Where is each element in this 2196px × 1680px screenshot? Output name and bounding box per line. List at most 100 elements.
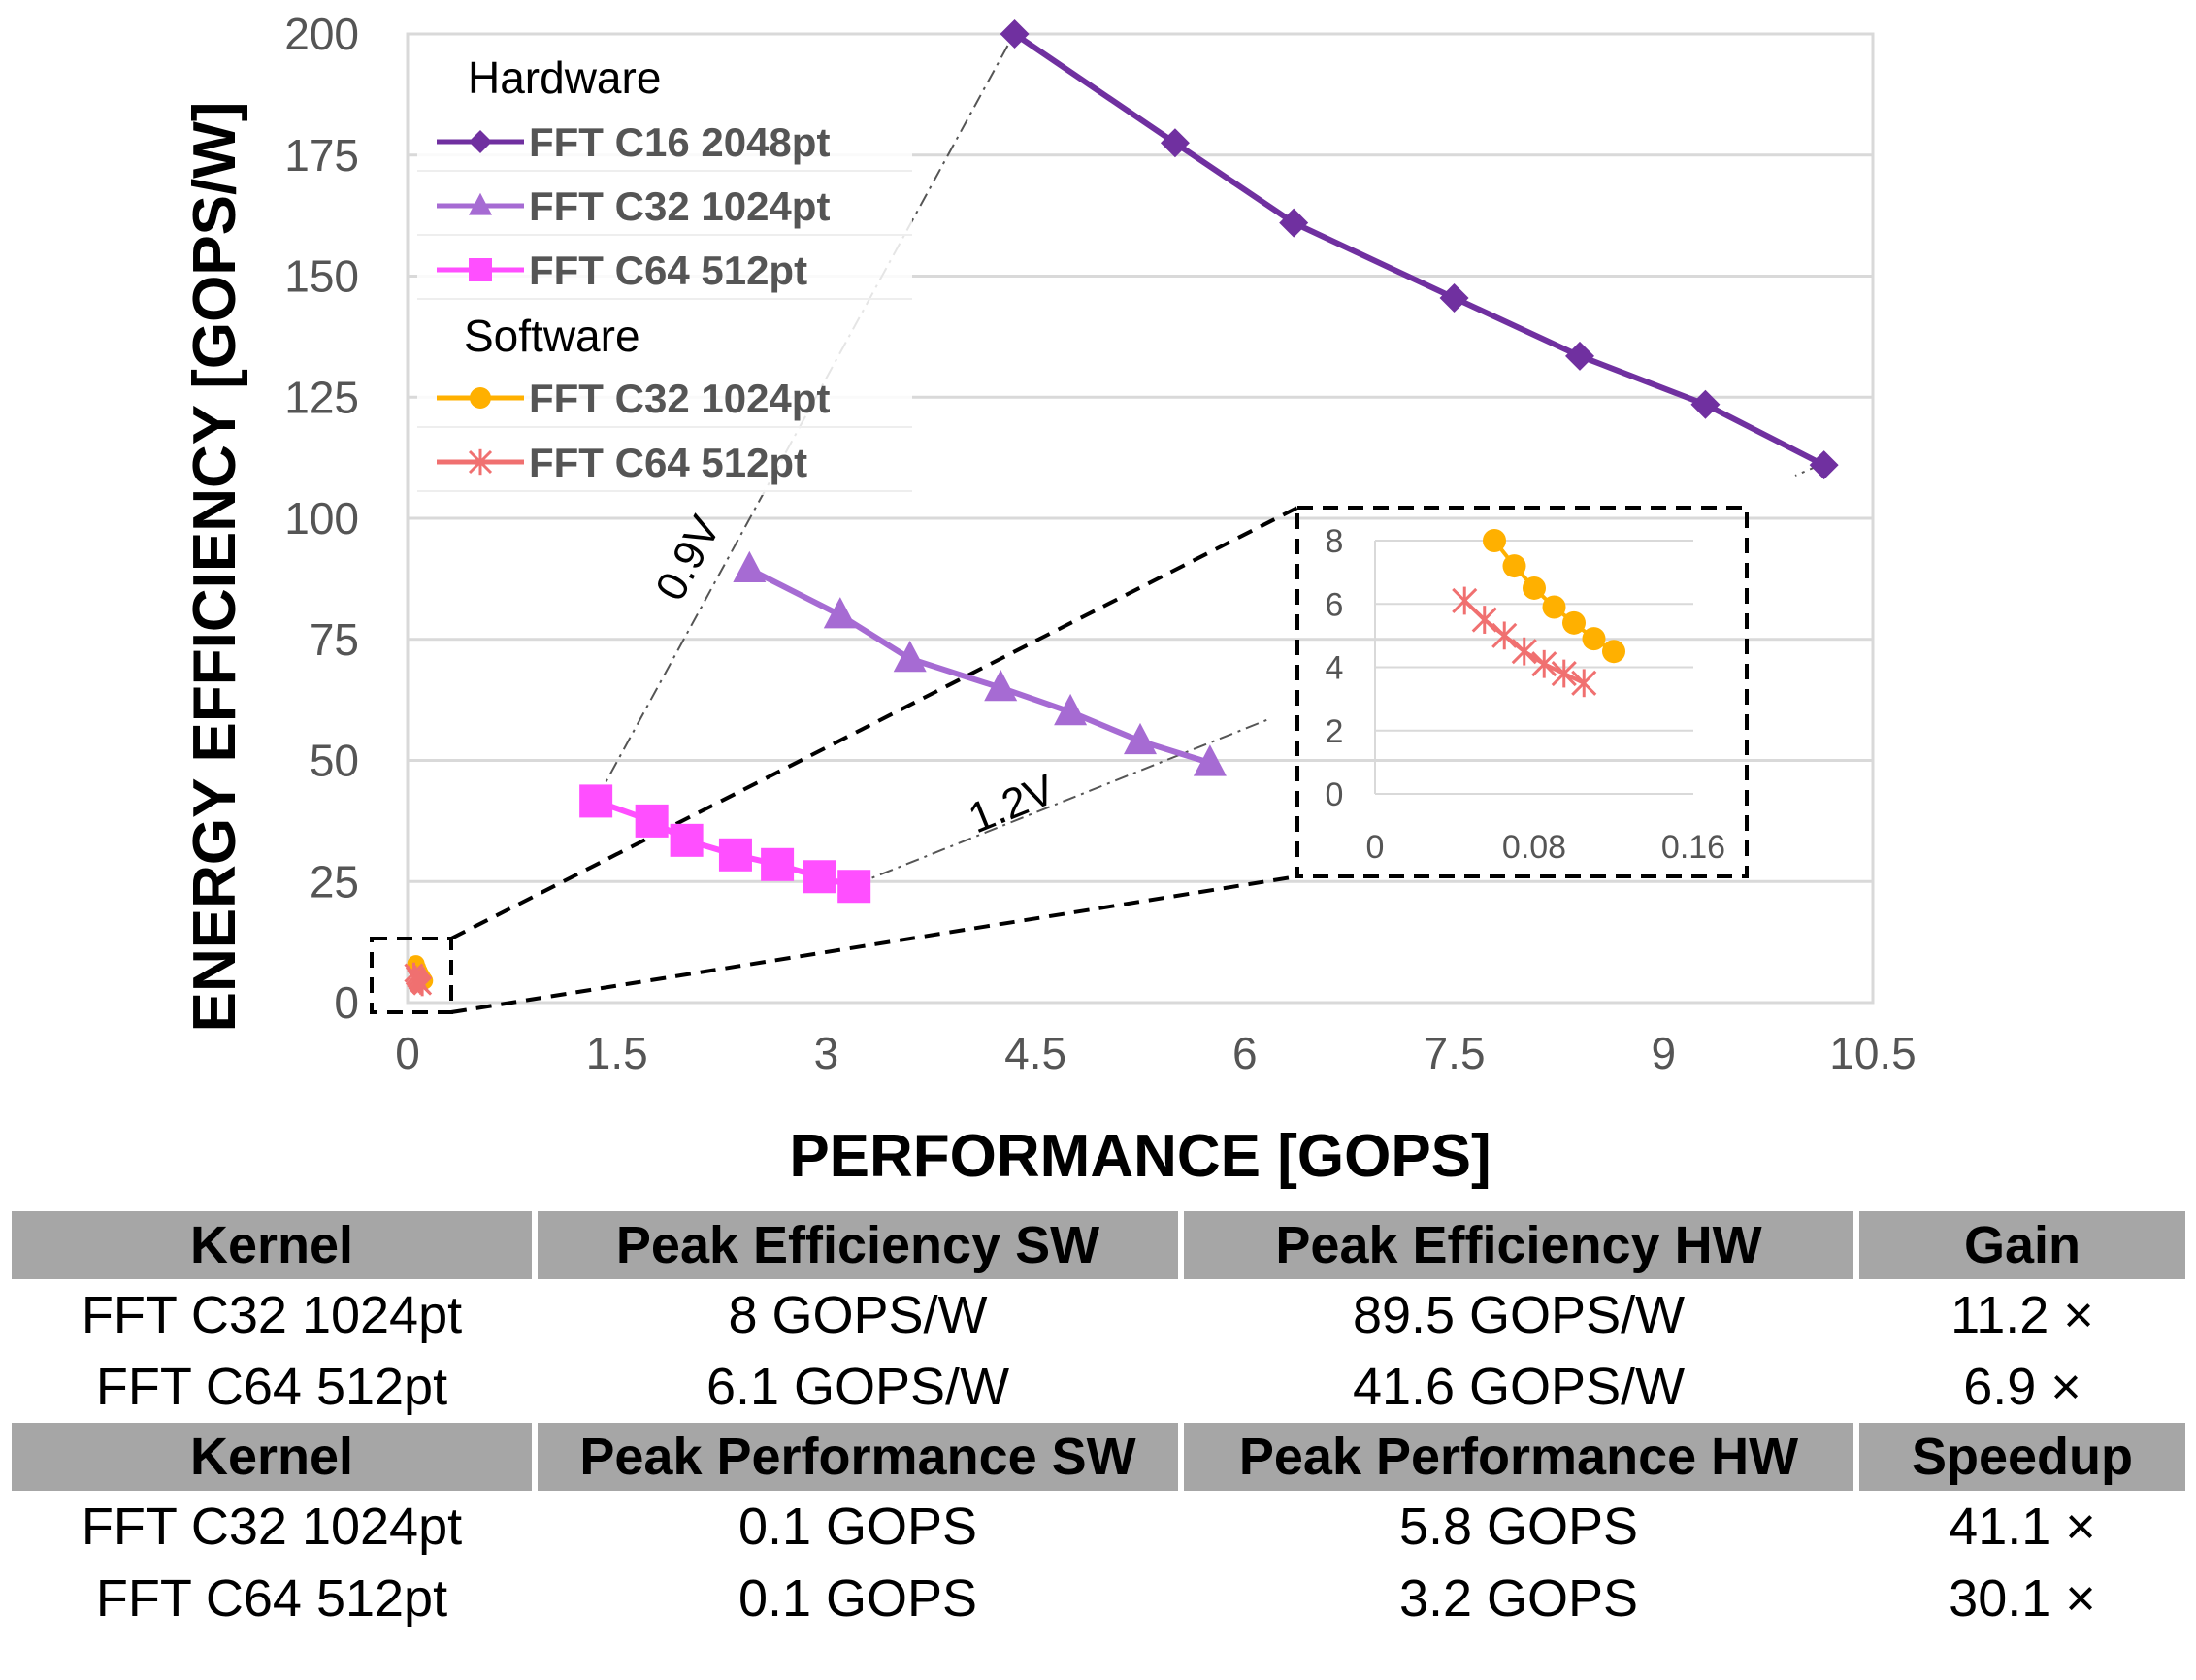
series-software-asterisk xyxy=(404,962,433,997)
inset-x-tick-label: 0 xyxy=(1366,829,1385,866)
inset-frame xyxy=(1295,506,1749,878)
legend-label: FFT C64 512pt xyxy=(529,440,807,485)
data-point xyxy=(718,838,752,872)
cell-sw: 0.1 GOPS xyxy=(538,1563,1178,1634)
table-row: FFT C32 1024pt 8 GOPS/W 89.5 GOPS/W 11.2… xyxy=(12,1279,2185,1351)
cell-gain: 11.2 × xyxy=(1859,1279,2185,1351)
data-point xyxy=(412,974,433,997)
x-tick-label: 3 xyxy=(814,1028,839,1078)
inset-y-tick-label: 4 xyxy=(1326,650,1344,687)
data-point xyxy=(670,823,704,857)
efficiency-chart: 0 1.5 3 4.5 6 7.5 9 10.5 0255075100125150175200… xyxy=(181,9,1917,1190)
data-point xyxy=(1160,128,1190,158)
data-point xyxy=(1551,659,1577,688)
x-tick-labels: 0 1.5 3 4.5 6 7.5 9 10.5 xyxy=(395,1028,1917,1078)
data-point xyxy=(837,870,871,904)
data-point xyxy=(469,258,492,281)
legend-group-title: Hardware xyxy=(468,52,661,103)
cell-sw: 8 GOPS/W xyxy=(538,1279,1178,1351)
x-tick-label: 9 xyxy=(1651,1028,1676,1078)
legend: Hardware Software FFT C16 2048pt FFT C32 10… xyxy=(417,44,912,495)
data-point xyxy=(984,669,1018,702)
label-0.9v: 0.9V xyxy=(646,508,730,608)
efficiency-header-row: Kernel Peak Efficiency SW Peak Efficienc… xyxy=(12,1211,2185,1279)
legend-group-title: Software xyxy=(464,311,640,361)
zoom-indicator xyxy=(370,506,1749,1014)
legend-entry: FFT C32 1024pt xyxy=(417,376,912,428)
y-tick-label: 75 xyxy=(310,614,359,665)
series-hardware-diamond xyxy=(1000,19,1839,480)
cell-sw: 6.1 GOPS/W xyxy=(538,1351,1178,1423)
series-hardware-square xyxy=(579,784,871,904)
header-kernel: Kernel xyxy=(12,1211,532,1279)
inset-y-tick-label: 6 xyxy=(1326,586,1344,623)
data-point xyxy=(1582,627,1606,651)
data-point xyxy=(468,448,493,476)
y-axis-title: ENERGY EFFICIENCY [GOPS/W] xyxy=(181,102,248,1033)
y-tick-label: 25 xyxy=(310,856,359,906)
inset-chart: 0 2 4 6 8 0 0.08 0.16 xyxy=(1326,523,1726,866)
x-tick-label: 7.5 xyxy=(1424,1028,1486,1078)
zoom-connector-bottom xyxy=(450,874,1298,1014)
y-tick-label: 100 xyxy=(284,493,359,544)
data-point xyxy=(635,804,669,838)
cell-sw: 0.1 GOPS xyxy=(538,1491,1178,1563)
inset-series-circle xyxy=(1483,529,1625,664)
data-point xyxy=(1511,637,1537,666)
data-point xyxy=(1124,722,1157,755)
summary-table: Kernel Peak Efficiency SW Peak Efficienc… xyxy=(6,1211,2191,1634)
series-group xyxy=(404,19,1839,997)
data-point xyxy=(1452,586,1478,615)
header-peak-performance-sw: Peak Performance SW xyxy=(538,1423,1178,1491)
legend-entry: FFT C64 512pt xyxy=(417,247,912,300)
performance-header-row: Kernel Peak Performance SW Peak Performa… xyxy=(12,1423,2185,1491)
table-row: FFT C64 512pt 6.1 GOPS/W 41.6 GOPS/W 6.9… xyxy=(12,1351,2185,1423)
data-point xyxy=(1809,450,1839,480)
y-tick-label: 200 xyxy=(284,9,359,59)
label-1.2v: 1.2V xyxy=(962,766,1062,843)
data-point xyxy=(1531,649,1557,678)
legend-label: FFT C64 512pt xyxy=(529,247,807,293)
cell-kernel: FFT C64 512pt xyxy=(12,1351,532,1423)
data-point xyxy=(1690,389,1721,419)
zoom-connector-top xyxy=(450,506,1298,940)
header-gain: Gain xyxy=(1859,1211,2185,1279)
cell-hw: 3.2 GOPS xyxy=(1184,1563,1853,1634)
legend-label: FFT C32 1024pt xyxy=(529,376,830,421)
legend-entry: FFT C16 2048pt xyxy=(417,119,912,172)
y-tick-label: 125 xyxy=(284,372,359,422)
data-point xyxy=(1439,282,1469,313)
data-point xyxy=(1562,610,1586,635)
guide-1.2v-left xyxy=(853,717,1272,886)
cell-speedup: 30.1 × xyxy=(1859,1563,2185,1634)
header-speedup: Speedup xyxy=(1859,1423,2185,1491)
cell-kernel: FFT C32 1024pt xyxy=(12,1279,532,1351)
header-kernel: Kernel xyxy=(12,1423,532,1491)
data-point xyxy=(1054,693,1088,726)
table-row: FFT C32 1024pt 0.1 GOPS 5.8 GOPS 41.1 × xyxy=(12,1491,2185,1563)
legend-label: FFT C16 2048pt xyxy=(529,119,830,165)
x-axis-title: PERFORMANCE [GOPS] xyxy=(789,1123,1491,1190)
data-point xyxy=(1565,341,1594,371)
cell-gain: 6.9 × xyxy=(1859,1351,2185,1423)
legend-label: FFT C32 1024pt xyxy=(529,183,830,229)
header-peak-efficiency-hw: Peak Efficiency HW xyxy=(1184,1211,1853,1279)
data-point xyxy=(1000,19,1030,49)
data-point xyxy=(803,860,836,894)
cell-kernel: FFT C64 512pt xyxy=(12,1563,532,1634)
cell-hw: 5.8 GOPS xyxy=(1184,1491,1853,1563)
data-point xyxy=(1502,554,1526,578)
y-tick-label: 50 xyxy=(310,736,359,786)
x-tick-label: 4.5 xyxy=(1004,1028,1066,1078)
x-tick-label: 1.5 xyxy=(586,1028,648,1078)
legend-entry: FFT C64 512pt xyxy=(417,440,912,492)
data-point xyxy=(1471,606,1497,634)
cell-speedup: 41.1 × xyxy=(1859,1491,2185,1563)
data-point xyxy=(893,641,927,673)
x-tick-label: 0 xyxy=(395,1028,420,1078)
data-point xyxy=(761,847,795,881)
x-tick-label: 10.5 xyxy=(1829,1028,1917,1078)
y-tick-label: 0 xyxy=(334,977,359,1028)
header-peak-performance-hw: Peak Performance HW xyxy=(1184,1423,1853,1491)
data-point xyxy=(470,387,491,409)
